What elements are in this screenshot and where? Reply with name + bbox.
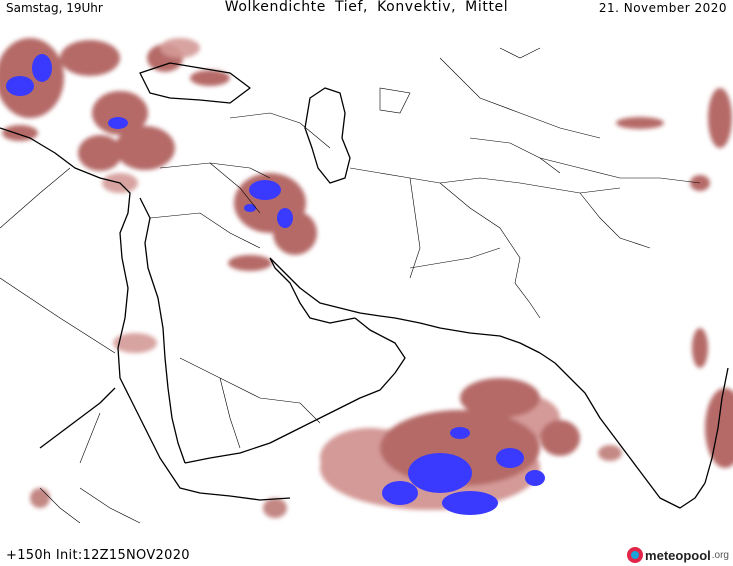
forecast-date: 21. November 2020 bbox=[598, 1, 727, 15]
meteopool-logo-icon bbox=[627, 547, 644, 563]
footer: +150h Init:12Z15NOV2020 meteopool .org bbox=[0, 539, 733, 566]
header: Samstag, 19Uhr Wolkendichte Tief, Konvek… bbox=[0, 0, 733, 18]
forecast-day-time: Samstag, 19Uhr bbox=[6, 1, 103, 15]
convective-cells bbox=[6, 54, 545, 515]
cloud-layer bbox=[0, 38, 733, 518]
forecast-run-info: +150h Init:12Z15NOV2020 bbox=[6, 548, 190, 563]
weather-map bbox=[0, 38, 733, 524]
logo-tld: .org bbox=[711, 549, 729, 561]
map-title: Wolkendichte Tief, Konvektiv, Mittel bbox=[224, 0, 509, 15]
coastlines bbox=[0, 62, 729, 509]
meteopool-logo[interactable]: meteopool .org bbox=[627, 545, 729, 565]
logo-text: meteopool bbox=[645, 547, 711, 563]
country-borders bbox=[0, 47, 701, 524]
